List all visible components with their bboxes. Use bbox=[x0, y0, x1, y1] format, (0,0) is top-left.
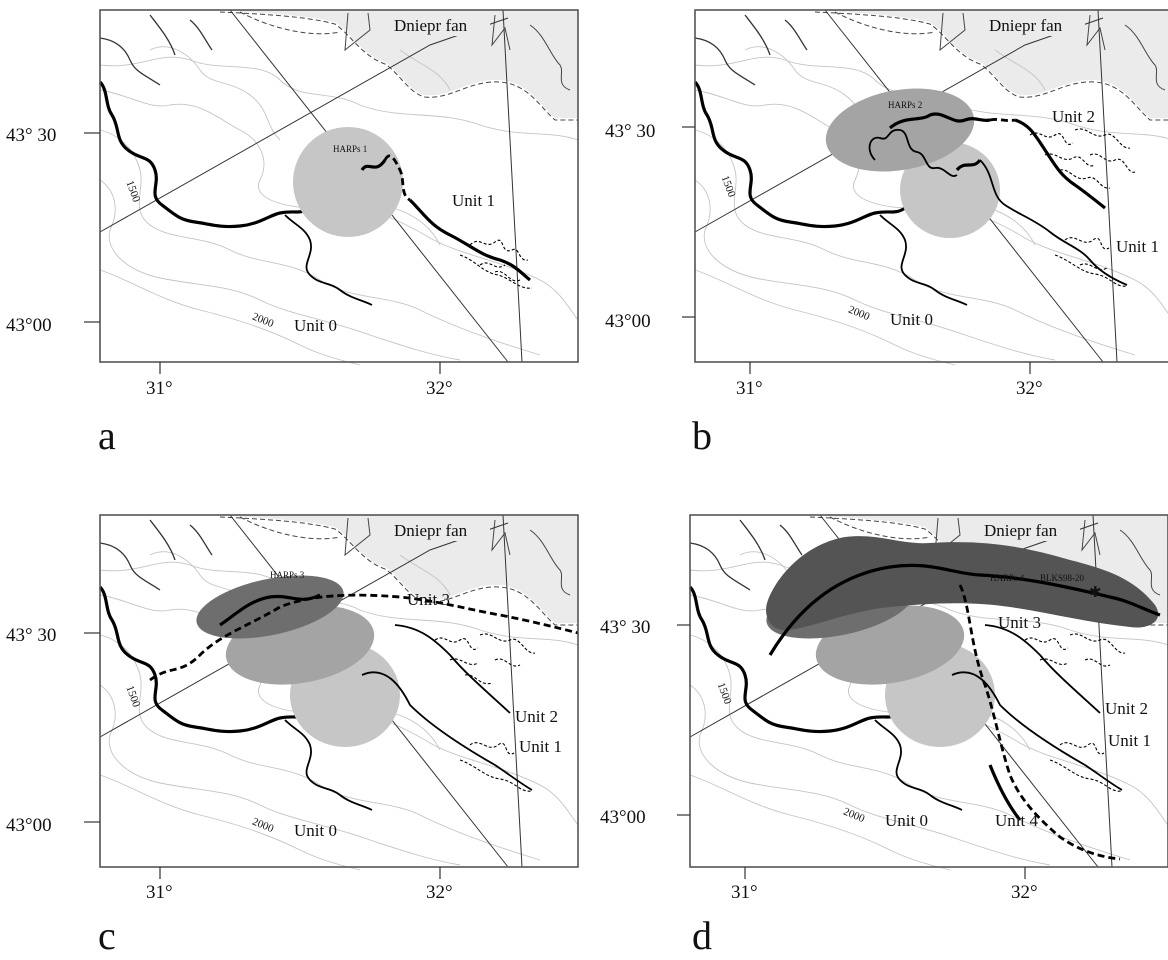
lon-label: 31° bbox=[736, 378, 763, 399]
harps-4-lobe bbox=[766, 536, 1159, 631]
contour-label: 1500 bbox=[123, 179, 142, 204]
lat-label: 43°00 bbox=[605, 311, 651, 332]
unit-label: Unit 1 bbox=[519, 737, 562, 756]
map-frame bbox=[689, 514, 1168, 868]
harps-3-lobe bbox=[196, 575, 344, 639]
map-frame bbox=[694, 9, 1168, 363]
map-frame bbox=[99, 9, 579, 363]
panel-a bbox=[98, 8, 580, 367]
unit-label: Unit 1 bbox=[1108, 731, 1151, 750]
panel-letter: d bbox=[692, 913, 712, 958]
site-label: BLKS98-20 bbox=[1040, 573, 1085, 583]
panel-c bbox=[98, 513, 580, 872]
lon-label: 32° bbox=[1011, 882, 1038, 903]
harps-1-lobe bbox=[900, 142, 1000, 238]
harps-label: HARPs 2 bbox=[888, 100, 922, 110]
unit-label: Unit 0 bbox=[890, 310, 933, 329]
contour-label: 1500 bbox=[715, 681, 734, 706]
panel-b bbox=[693, 8, 1168, 367]
unit-label: Unit 0 bbox=[885, 811, 928, 830]
lon-label: 32° bbox=[426, 882, 453, 903]
lon-label: 32° bbox=[1016, 378, 1043, 399]
harps-label: HARPs 4 bbox=[990, 573, 1025, 583]
fan-label: Dniepr fan bbox=[394, 521, 468, 540]
fan-label: Dniepr fan bbox=[984, 521, 1058, 540]
unit-label: Unit 2 bbox=[515, 707, 558, 726]
panel-b-labels: Dniepr fan HARPs 2 Unit 2 Unit 1 Unit 0 … bbox=[605, 14, 1159, 458]
panel-letter: a bbox=[98, 413, 116, 458]
harps-1-lobe bbox=[293, 127, 403, 237]
panel-a-labels: Dniepr fan HARPs 1 Unit 1 Unit 0 1500 20… bbox=[6, 14, 495, 458]
unit-label: Unit 2 bbox=[1052, 107, 1095, 126]
lat-label: 43°00 bbox=[6, 815, 52, 836]
unit-label: Unit 0 bbox=[294, 316, 337, 335]
unit-label: Unit 4 bbox=[995, 811, 1038, 830]
panel-d-labels: Dniepr fan HARPs 4 BLKS98-20 Unit 3 Unit… bbox=[600, 519, 1151, 958]
fan-label: Dniepr fan bbox=[989, 16, 1063, 35]
contour-label: 1500 bbox=[123, 684, 142, 709]
panel-letter: c bbox=[98, 913, 116, 958]
map-frame bbox=[99, 514, 579, 868]
lon-label: 31° bbox=[731, 882, 758, 903]
contour-label: 2000 bbox=[250, 816, 275, 836]
contour-label: 2000 bbox=[250, 311, 275, 331]
unit-label: Unit 1 bbox=[1116, 237, 1159, 256]
fan-label: Dniepr fan bbox=[394, 16, 468, 35]
unit-label: Unit 3 bbox=[998, 613, 1041, 632]
lat-label: 43° 30 bbox=[6, 625, 56, 646]
lat-label: 43°00 bbox=[6, 315, 52, 336]
unit-label: Unit 3 bbox=[407, 590, 450, 609]
lon-label: 31° bbox=[146, 882, 173, 903]
panel-letter: b bbox=[692, 413, 712, 458]
lat-label: 43° 30 bbox=[6, 125, 56, 146]
unit-label: Unit 2 bbox=[1105, 699, 1148, 718]
harps-label: HARPs 1 bbox=[333, 144, 367, 154]
site-star-icon: ✱ bbox=[1089, 585, 1102, 601]
lon-label: 31° bbox=[146, 378, 173, 399]
lat-label: 43° 30 bbox=[600, 617, 650, 638]
harps-label: HARPs 3 bbox=[270, 570, 305, 580]
unit-label: Unit 1 bbox=[452, 191, 495, 210]
lat-label: 43° 30 bbox=[605, 121, 655, 142]
contour-label: 2000 bbox=[846, 304, 871, 324]
unit-label: Unit 0 bbox=[294, 821, 337, 840]
panel-d: ✱ bbox=[688, 513, 1168, 872]
lon-label: 32° bbox=[426, 378, 453, 399]
lat-label: 43°00 bbox=[600, 807, 646, 828]
contour-label: 1500 bbox=[719, 174, 738, 199]
panel-c-labels: Dniepr fan HARPs 3 Unit 3 Unit 2 Unit 1 … bbox=[6, 519, 562, 958]
contour-label: 2000 bbox=[841, 806, 866, 826]
